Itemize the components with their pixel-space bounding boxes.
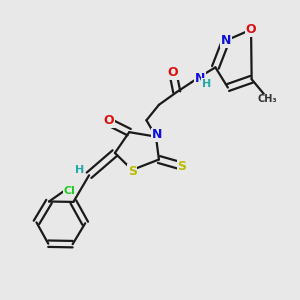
Text: S: S — [128, 165, 137, 178]
Text: S: S — [178, 160, 187, 172]
Text: O: O — [104, 114, 114, 128]
Text: Cl: Cl — [64, 185, 76, 196]
Text: O: O — [168, 66, 178, 79]
Text: N: N — [194, 72, 205, 85]
Text: O: O — [246, 23, 256, 36]
Text: N: N — [220, 34, 231, 47]
Text: N: N — [152, 128, 162, 141]
Text: CH₃: CH₃ — [258, 94, 277, 104]
Text: H: H — [75, 165, 84, 175]
Text: H: H — [202, 79, 211, 89]
